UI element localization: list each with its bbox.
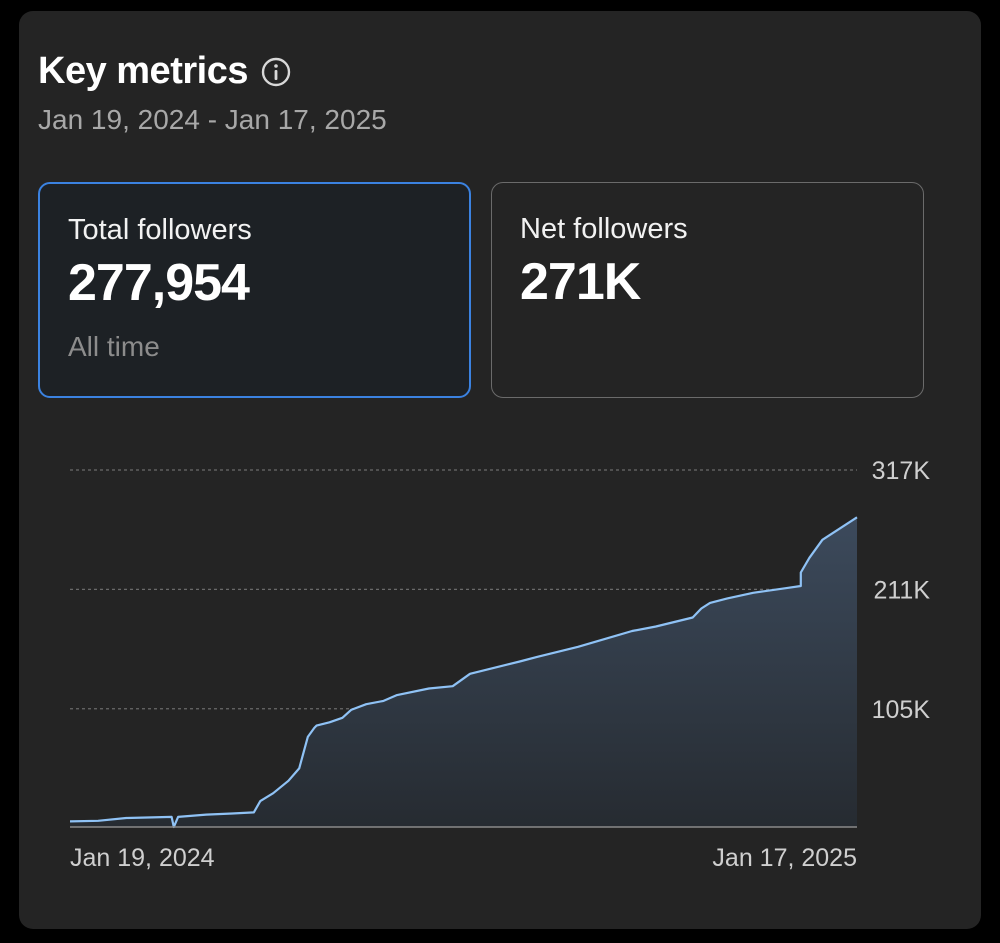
followers-area — [70, 517, 857, 827]
page-title: Key metrics — [38, 50, 248, 92]
y-tick-label: 105K — [872, 696, 931, 724]
x-tick-label-end: Jan 17, 2025 — [712, 844, 857, 872]
net-followers-label: Net followers — [520, 213, 688, 245]
total-followers-period: All time — [68, 331, 160, 362]
total-followers-card[interactable]: Total followers 277,954 All time — [38, 182, 471, 398]
total-followers-label: Total followers — [68, 214, 252, 246]
y-tick-label: 211K — [873, 576, 930, 604]
info-icon[interactable] — [260, 56, 292, 88]
net-followers-value: 271K — [520, 253, 641, 311]
net-followers-card[interactable]: Net followers 271K — [491, 182, 924, 398]
date-range: Jan 19, 2024 - Jan 17, 2025 — [38, 104, 387, 135]
title-row: Key metrics — [38, 50, 292, 93]
followers-line — [69, 516, 858, 829]
x-tick-label-start: Jan 19, 2024 — [70, 844, 215, 872]
total-followers-value: 277,954 — [68, 254, 250, 312]
y-tick-label: 317K — [872, 457, 931, 485]
